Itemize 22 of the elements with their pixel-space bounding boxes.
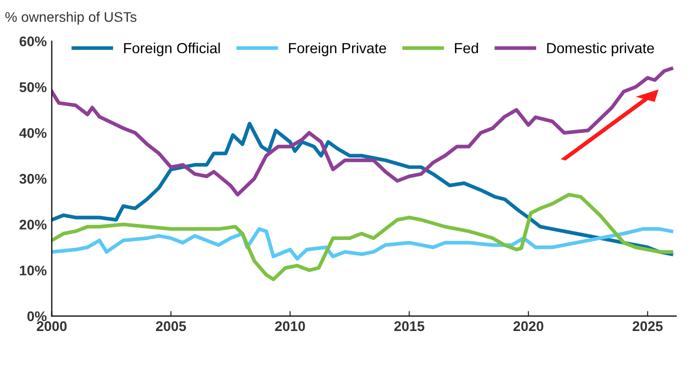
legend-label: Domestic private [547,42,654,56]
x-tick-label: 2025 [632,321,663,332]
x-tick-label: 2000 [36,321,67,332]
y-tick-label: 20% [20,220,47,230]
y-tick-label: 10% [20,266,47,276]
x-tick-label: 2015 [394,321,424,332]
x-tick-label: 2020 [513,321,544,332]
legend-label: Foreign Private [289,42,386,56]
line-series [52,227,674,261]
y-axis-title: % ownership of USTs [5,12,136,25]
legend-label: Fed [454,42,478,54]
y-tick-label: 50% [20,82,47,92]
x-tick-label: 2005 [156,321,186,332]
line-series [52,192,674,282]
y-tick-label: 40% [19,128,47,138]
line-series [52,66,674,196]
line-series [52,122,674,256]
x-tick-label: 2010 [275,321,305,332]
legend-label: Foreign Official [124,42,220,56]
y-tick-label: 0% [27,311,47,322]
y-tick-label: 60% [20,36,47,46]
y-tick-label: 30% [19,174,47,184]
